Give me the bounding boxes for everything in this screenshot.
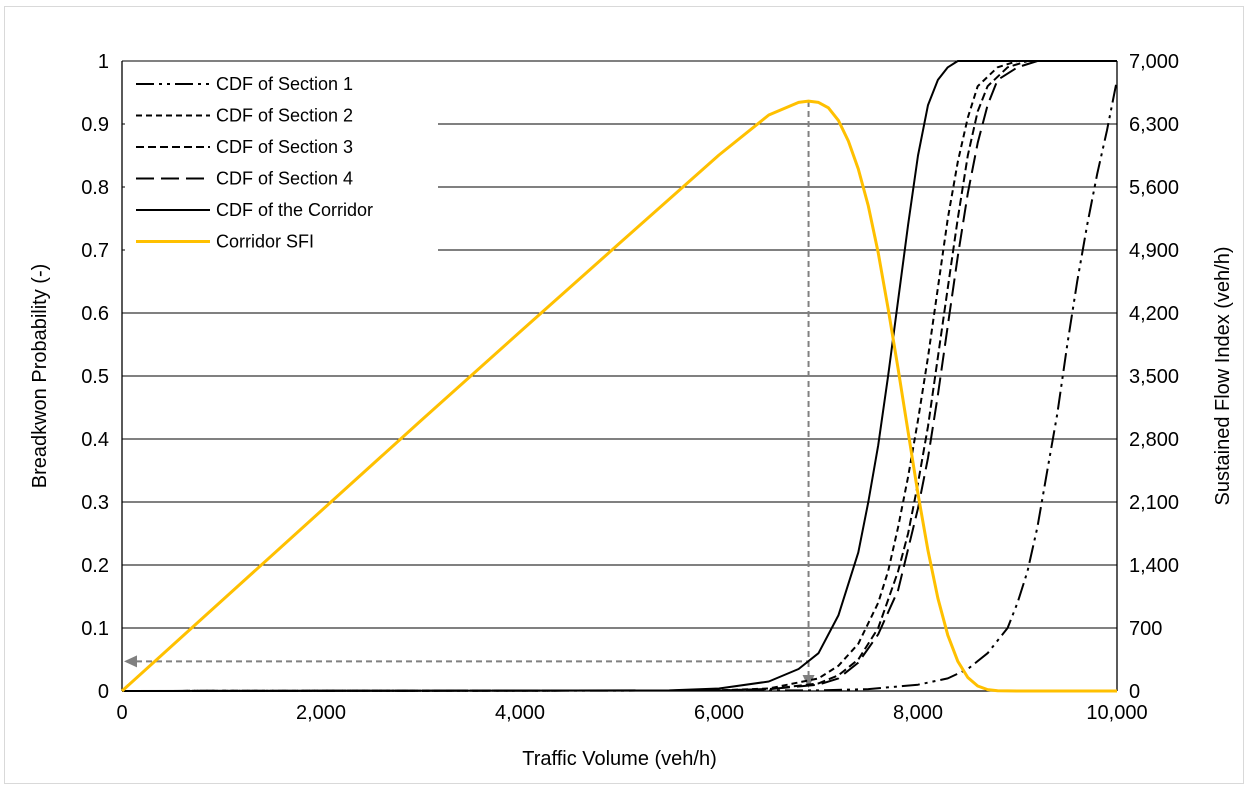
series-line-5 bbox=[120, 99, 1117, 693]
legend: CDF of Section 1 CDF of Section 2 CDF of S… bbox=[136, 74, 373, 252]
y2-tick-label-2: 1,400 bbox=[1129, 555, 1179, 577]
y2-tick-label-7: 4,900 bbox=[1129, 240, 1179, 262]
series-lines bbox=[120, 60, 1118, 693]
x-tick-label-3: 6,000 bbox=[694, 702, 744, 724]
x-tick-label-0: 0 bbox=[116, 702, 127, 724]
series-line-3 bbox=[121, 60, 1117, 692]
legend-label-5: Corridor SFI bbox=[216, 232, 314, 252]
legend-label-0: CDF of Section 1 bbox=[216, 74, 353, 94]
x-tick-label-2: 4,000 bbox=[495, 702, 545, 724]
tick-labels: 0 2,000 4,000 6,000 8,000 10,00000.10.20.30.4… bbox=[81, 51, 1179, 724]
legend-label-4: CDF of the Corridor bbox=[216, 200, 373, 220]
legend-label-2: CDF of Section 3 bbox=[216, 137, 353, 157]
y2-axis-title: Sustained Flow Index (veh/h) bbox=[1212, 246, 1234, 505]
y2-tick-label-5: 3,500 bbox=[1129, 366, 1179, 388]
y2-tick-label-4: 2,800 bbox=[1129, 429, 1179, 451]
y-tick-label-5: 0.5 bbox=[81, 366, 109, 388]
y-tick-label-9: 0.9 bbox=[81, 114, 109, 136]
y-tick-label-7: 0.7 bbox=[81, 240, 109, 262]
y2-tick-label-9: 6,300 bbox=[1129, 114, 1179, 136]
series-line-2 bbox=[121, 60, 1117, 692]
vertical-reference-arrowhead bbox=[802, 675, 815, 688]
y-tick-label-0: 0 bbox=[98, 681, 109, 703]
y2-tick-label-8: 5,600 bbox=[1129, 177, 1179, 199]
legend-background bbox=[125, 65, 438, 264]
y2-tick-label-1: 700 bbox=[1129, 618, 1162, 640]
y-tick-label-10: 1 bbox=[98, 51, 109, 73]
y-tick-label-8: 0.8 bbox=[81, 177, 109, 199]
x-axis-title: Traffic Volume (veh/h) bbox=[522, 748, 717, 770]
series-line-4 bbox=[121, 60, 1117, 692]
y-tick-label-6: 0.6 bbox=[81, 303, 109, 325]
x-tick-label-5: 10,000 bbox=[1086, 702, 1147, 724]
y-tick-label-3: 0.3 bbox=[81, 492, 109, 514]
y-tick-label-2: 0.2 bbox=[81, 555, 109, 577]
horizontal-reference-arrowhead bbox=[124, 655, 137, 668]
series-line-1 bbox=[121, 60, 1117, 692]
y-tick-label-4: 0.4 bbox=[81, 429, 109, 451]
x-tick-label-1: 2,000 bbox=[296, 702, 346, 724]
legend-label-1: CDF of Section 2 bbox=[216, 106, 353, 126]
x-tick-label-4: 8,000 bbox=[893, 702, 943, 724]
series-line-0 bbox=[121, 79, 1118, 692]
y2-tick-label-0: 0 bbox=[1129, 681, 1140, 703]
y-tick-label-1: 0.1 bbox=[81, 618, 109, 640]
legend-label-3: CDF of Section 4 bbox=[216, 169, 353, 189]
y2-tick-label-3: 2,100 bbox=[1129, 492, 1179, 514]
y2-tick-label-6: 4,200 bbox=[1129, 303, 1179, 325]
y-axis-title: Breadkwon Probability (-) bbox=[29, 264, 51, 489]
y2-tick-label-10: 7,000 bbox=[1129, 51, 1179, 73]
reference-lines bbox=[124, 101, 815, 688]
